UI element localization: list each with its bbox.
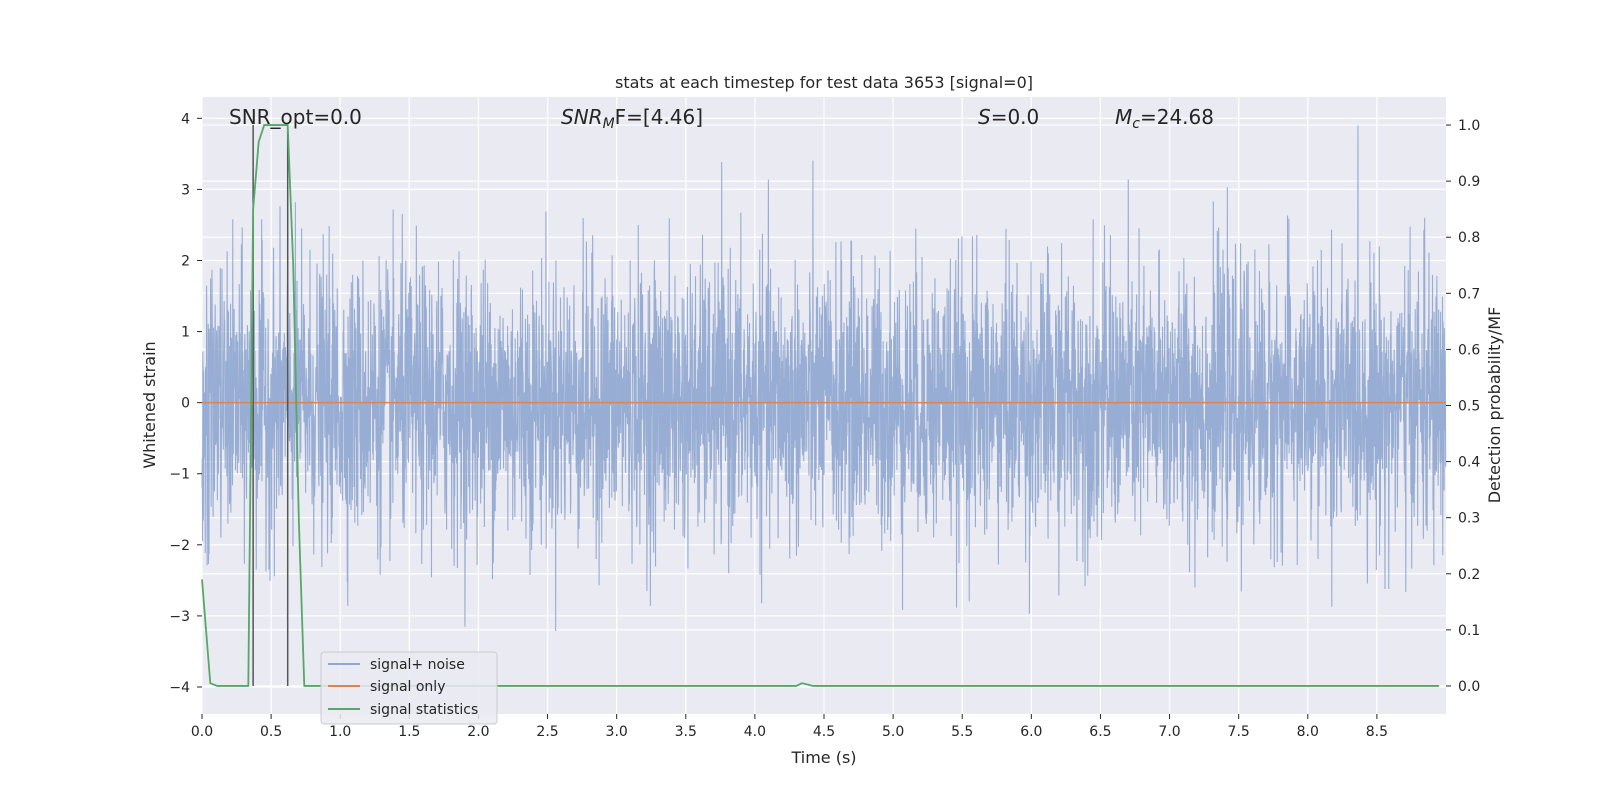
x-tick-label: 8.0	[1297, 724, 1319, 740]
annotation-snr-mf-var: SNR	[561, 105, 603, 129]
x-tick-label: 5.0	[882, 724, 904, 740]
legend-label-signal-only: signal only	[370, 679, 445, 695]
annotation-mc-sub: c	[1132, 116, 1140, 132]
y-tick-label-right: 0.4	[1458, 455, 1480, 471]
legend-label-signal-noise: signal+ noise	[370, 657, 465, 673]
annotation-s-rest: =0.0	[991, 105, 1040, 129]
x-tick-label: 4.5	[813, 724, 835, 740]
y-tick-label-right: 0.2	[1458, 567, 1480, 583]
x-tick-label: 7.5	[1228, 724, 1250, 740]
y-tick-label-left: 4	[181, 111, 190, 127]
x-tick-label: 1.0	[329, 724, 351, 740]
x-tick-label: 3.0	[606, 724, 628, 740]
annotation-mc: Mc=24.68	[1115, 105, 1214, 132]
annotation-s-var: S	[978, 105, 991, 129]
annotation-snr-mf-rest: F=[4.46]	[615, 105, 703, 129]
x-tick-label: 2.5	[536, 724, 558, 740]
annotations: SNR_opt=0.0 SNRMF=[4.46] S=0.0 Mc=24.68	[229, 105, 1214, 132]
annotation-snr-mf: SNRMF=[4.46]	[561, 105, 703, 132]
y-axis-title-left: Whitened strain	[140, 341, 159, 468]
annotation-mc-var: M	[1115, 105, 1132, 129]
chart-title: stats at each timestep for test data 365…	[615, 73, 1033, 92]
x-tick-label: 2.0	[467, 724, 489, 740]
x-tick-label: 6.0	[1020, 724, 1042, 740]
axes: 0.0 0.5 1.0 1.5 2.0 2.5 3.0 3.5 4.0 4.5 5.0 5.5 6.0 6…	[169, 111, 1480, 740]
y-tick-label-right: 0.9	[1458, 174, 1480, 190]
y-tick-label-left: −1	[169, 467, 190, 483]
x-tick-label: 4.0	[744, 724, 766, 740]
y-tick-label-right: 0.3	[1458, 511, 1480, 527]
annotation-s: S=0.0	[978, 105, 1039, 129]
y-tick-label-left: −3	[169, 609, 190, 625]
x-tick-label: 5.5	[951, 724, 973, 740]
y-tick-label-left: 0	[181, 396, 190, 412]
y-tick-label-left: 3	[181, 182, 190, 198]
y-axis-title-right: Detection probability/MF	[1485, 307, 1504, 504]
annotation-mc-rest: =24.68	[1140, 105, 1214, 129]
annotation-snr-mf-sub: M	[603, 116, 615, 132]
legend-box	[320, 651, 498, 725]
y-tick-label-right: 0.6	[1458, 342, 1480, 358]
legend: signal+ noise signal only signal statist…	[320, 651, 498, 725]
x-tick-label: 7.0	[1158, 724, 1180, 740]
x-tick-label: 8.5	[1366, 724, 1388, 740]
plot-layer	[201, 124, 1447, 687]
x-tick-label: 0.0	[191, 724, 213, 740]
y-tick-label-left: 2	[181, 253, 190, 269]
x-tick-label: 0.5	[260, 724, 282, 740]
annotation-snr-opt: SNR_opt=0.0	[229, 105, 362, 129]
x-axis-title: Time (s)	[790, 748, 856, 767]
y-tick-label-right: 0.0	[1458, 679, 1480, 695]
y-tick-label-right: 0.8	[1458, 230, 1480, 246]
x-tick-label: 3.5	[675, 724, 697, 740]
y-tick-label-left: −2	[169, 538, 190, 554]
series-signal-noise	[201, 125, 1447, 632]
series-signal-statistics	[201, 124, 1440, 687]
x-tick-label: 6.5	[1089, 724, 1111, 740]
y-tick-label-right: 0.5	[1458, 399, 1480, 415]
y-tick-label-right: 1.0	[1458, 118, 1480, 134]
legend-label-signal-statistics: signal statistics	[370, 702, 478, 718]
y-tick-label-left: −4	[169, 680, 190, 696]
y-tick-label-right: 0.7	[1458, 286, 1480, 302]
y-tick-label-left: 1	[181, 325, 190, 341]
y-tick-label-right: 0.1	[1458, 623, 1480, 639]
x-tick-label: 1.5	[398, 724, 420, 740]
